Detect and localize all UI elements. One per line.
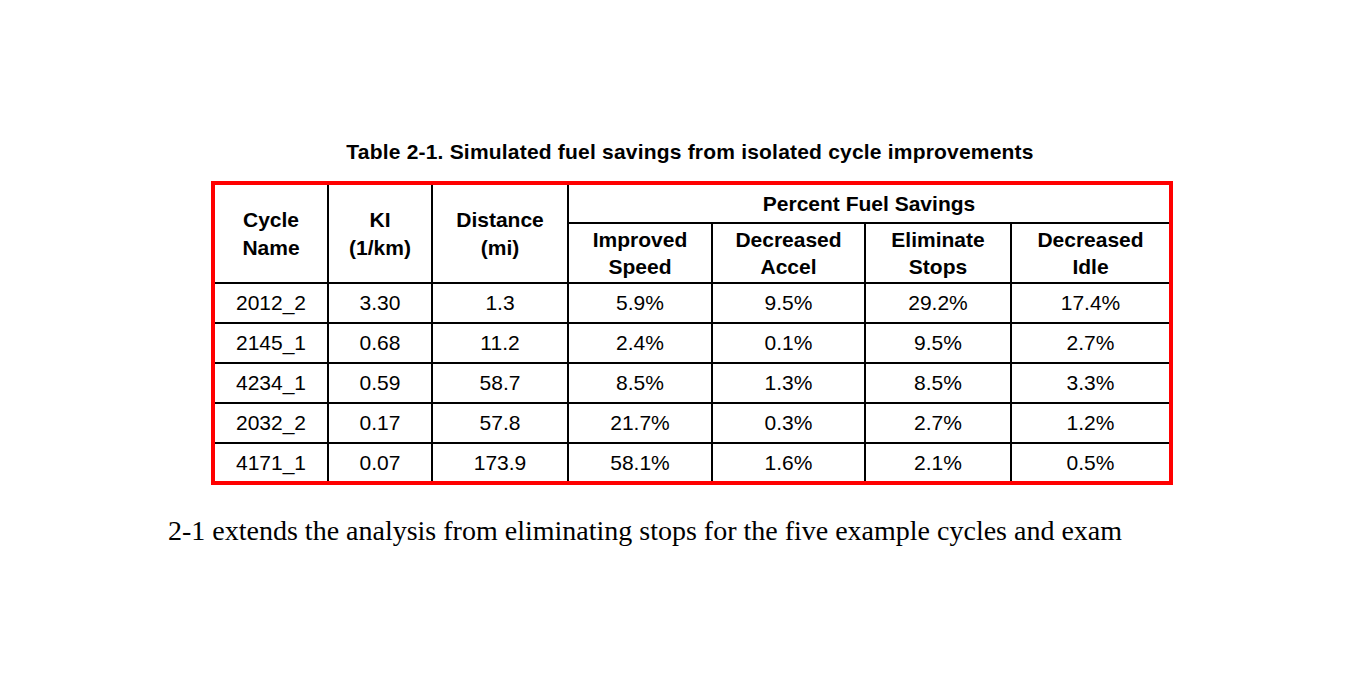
col-header-distance: Distance (mi) (432, 183, 568, 283)
cell-decreased-accel: 1.6% (712, 443, 865, 483)
cell-ki: 3.30 (328, 283, 432, 323)
fuel-savings-table: Cycle Name KI (1/km) Distance (mi) Perce… (211, 181, 1173, 485)
cell-ki: 0.07 (328, 443, 432, 483)
col-header-decreased-accel: Decreased Accel (712, 223, 865, 283)
group-header-percent-fuel-savings: Percent Fuel Savings (568, 183, 1171, 223)
col-header-decreased-idle: Decreased Idle (1011, 223, 1171, 283)
col-header-improved-speed: Improved Speed (568, 223, 712, 283)
cell-ki: 0.68 (328, 323, 432, 363)
cell-improved-speed: 2.4% (568, 323, 712, 363)
cell-eliminate-stops: 2.7% (865, 403, 1011, 443)
table-row: 2032_2 0.17 57.8 21.7% 0.3% 2.7% 1.2% (213, 403, 1171, 443)
cell-decreased-accel: 0.3% (712, 403, 865, 443)
cell-decreased-idle: 17.4% (1011, 283, 1171, 323)
cell-ki: 0.59 (328, 363, 432, 403)
body-paragraph: 2-1 extends the analysis from eliminatin… (168, 515, 1122, 547)
col-header-eliminate-stops: Eliminate Stops (865, 223, 1011, 283)
table-caption: Table 2-1. Simulated fuel savings from i… (211, 140, 1169, 164)
cell-decreased-accel: 0.1% (712, 323, 865, 363)
cell-distance: 1.3 (432, 283, 568, 323)
cell-improved-speed: 8.5% (568, 363, 712, 403)
cell-decreased-accel: 1.3% (712, 363, 865, 403)
cell-cycle-name: 4171_1 (213, 443, 328, 483)
cell-ki: 0.17 (328, 403, 432, 443)
cell-eliminate-stops: 8.5% (865, 363, 1011, 403)
cell-decreased-idle: 2.7% (1011, 323, 1171, 363)
cell-decreased-idle: 1.2% (1011, 403, 1171, 443)
cell-distance: 173.9 (432, 443, 568, 483)
cell-cycle-name: 2032_2 (213, 403, 328, 443)
cell-decreased-idle: 3.3% (1011, 363, 1171, 403)
cell-cycle-name: 4234_1 (213, 363, 328, 403)
header-row-group: Cycle Name KI (1/km) Distance (mi) Perce… (213, 183, 1171, 223)
table-row: 4234_1 0.59 58.7 8.5% 1.3% 8.5% 3.3% (213, 363, 1171, 403)
cell-improved-speed: 21.7% (568, 403, 712, 443)
table-row: 4171_1 0.07 173.9 58.1% 1.6% 2.1% 0.5% (213, 443, 1171, 483)
cell-improved-speed: 5.9% (568, 283, 712, 323)
cell-eliminate-stops: 2.1% (865, 443, 1011, 483)
fuel-savings-table-container: Cycle Name KI (1/km) Distance (mi) Perce… (211, 181, 1173, 485)
col-header-cycle-name: Cycle Name (213, 183, 328, 283)
cell-cycle-name: 2145_1 (213, 323, 328, 363)
cell-distance: 58.7 (432, 363, 568, 403)
cell-decreased-accel: 9.5% (712, 283, 865, 323)
cell-distance: 11.2 (432, 323, 568, 363)
cell-decreased-idle: 0.5% (1011, 443, 1171, 483)
cell-cycle-name: 2012_2 (213, 283, 328, 323)
cell-eliminate-stops: 29.2% (865, 283, 1011, 323)
col-header-ki: KI (1/km) (328, 183, 432, 283)
table-row: 2012_2 3.30 1.3 5.9% 9.5% 29.2% 17.4% (213, 283, 1171, 323)
cell-eliminate-stops: 9.5% (865, 323, 1011, 363)
table-row: 2145_1 0.68 11.2 2.4% 0.1% 9.5% 2.7% (213, 323, 1171, 363)
cell-distance: 57.8 (432, 403, 568, 443)
cell-improved-speed: 58.1% (568, 443, 712, 483)
